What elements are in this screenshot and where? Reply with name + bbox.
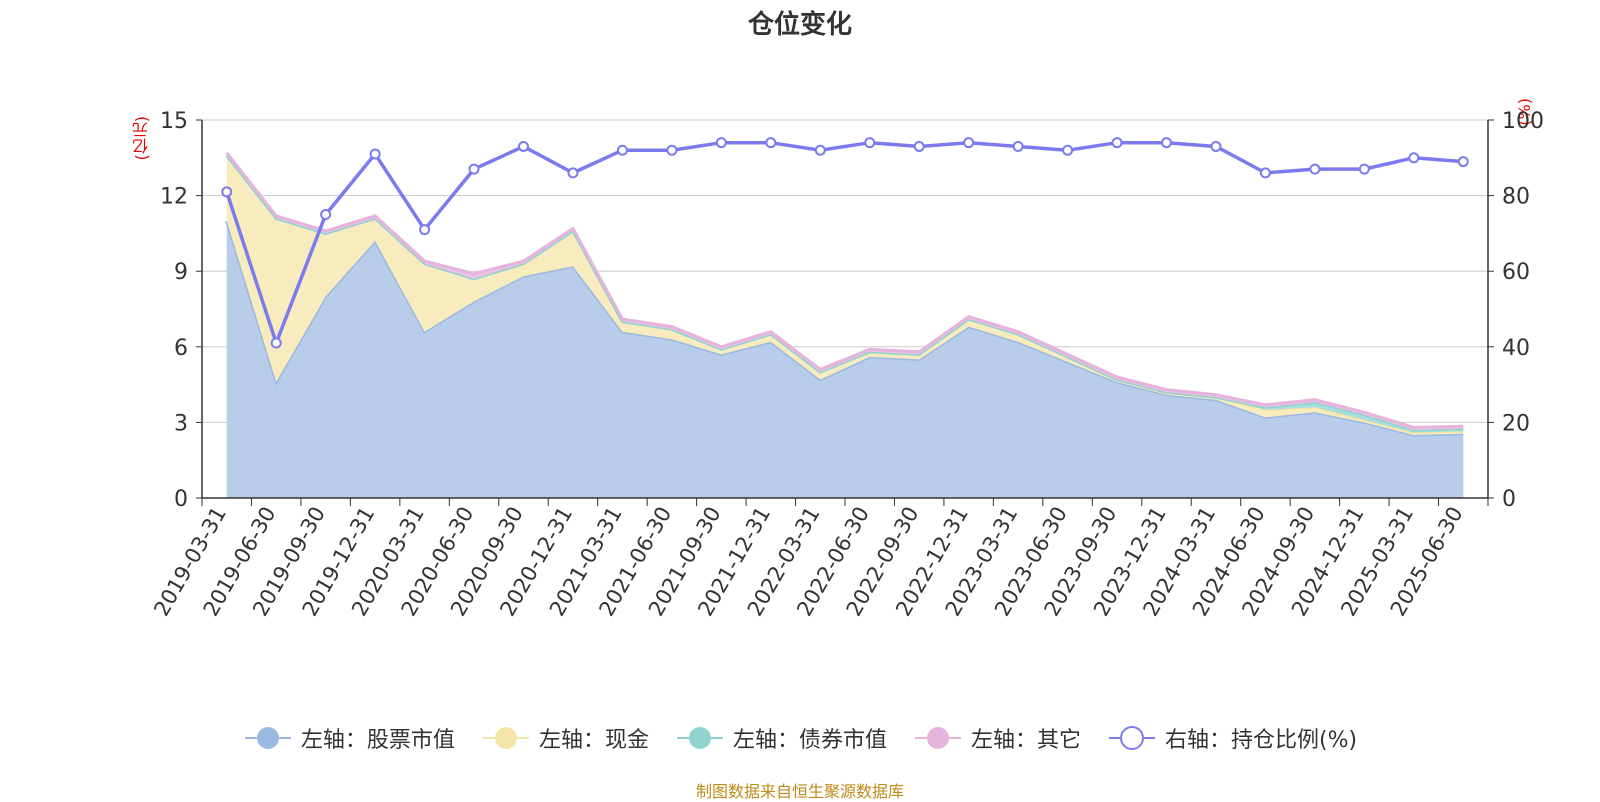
left-tick-label: 15 bbox=[160, 109, 188, 134]
position-ratio-point bbox=[1358, 163, 1370, 175]
right-tick-label: 40 bbox=[1502, 336, 1530, 361]
position-ratio-point bbox=[567, 167, 579, 179]
legend-line-dot-icon bbox=[914, 727, 961, 749]
left-tick-label: 0 bbox=[174, 487, 188, 512]
data-source-note: 制图数据来自恒生聚源数据库 bbox=[695, 782, 904, 801]
right-tick-label: 60 bbox=[1502, 260, 1530, 285]
area-左轴：现金 bbox=[226, 155, 1464, 436]
legend-label: 左轴：债券市值 bbox=[732, 728, 887, 753]
position-ratio-point bbox=[666, 144, 678, 156]
position-ratio-point bbox=[1210, 140, 1222, 152]
left-tick-label: 6 bbox=[174, 336, 188, 361]
position-ratio-point bbox=[468, 163, 480, 175]
chart-title: 仓位变化 bbox=[747, 10, 852, 40]
position-ratio-point bbox=[270, 337, 282, 349]
right-tick-label: 80 bbox=[1502, 185, 1530, 210]
position-ratio-point bbox=[864, 137, 876, 149]
position-ratio-point bbox=[1111, 137, 1123, 149]
left-tick-label: 3 bbox=[174, 411, 188, 436]
position-ratio-point bbox=[1309, 163, 1321, 175]
position-ratio-point bbox=[814, 144, 826, 156]
position-ratio-point bbox=[518, 140, 529, 152]
legend-line-dot-icon bbox=[676, 727, 723, 749]
position-ratio-point bbox=[369, 148, 381, 160]
right-tick-label: 100 bbox=[1502, 109, 1544, 134]
position-ratio-point bbox=[320, 209, 332, 220]
legend-item[interactable]: 左轴：股票市值 bbox=[243, 722, 455, 754]
legend-item[interactable]: 左轴：债券市值 bbox=[675, 722, 887, 754]
legend-line-circle-icon bbox=[1108, 726, 1155, 750]
right-tick-label: 20 bbox=[1502, 411, 1530, 436]
legend-item[interactable]: 右轴：持仓比例(%) bbox=[1107, 722, 1357, 754]
position-ratio-point bbox=[913, 140, 925, 152]
chart-legend: 左轴：股票市值 左轴：现金 左轴：债券市值 左轴：其它 右轴：持仓比例(%) bbox=[0, 722, 1600, 754]
right-tick-label: 0 bbox=[1502, 487, 1516, 512]
position-ratio-point bbox=[1012, 140, 1024, 152]
legend-label: 左轴：现金 bbox=[538, 728, 649, 753]
area-line-左轴：其它 bbox=[225, 151, 1464, 429]
legend-item[interactable]: 左轴：其它 bbox=[913, 722, 1081, 754]
position-ratio-point bbox=[715, 137, 727, 149]
legend-line-dot-icon bbox=[482, 727, 529, 749]
position-ratio-point bbox=[1062, 144, 1074, 156]
left-tick-label: 12 bbox=[160, 185, 188, 210]
left-tick-label: 9 bbox=[174, 260, 188, 285]
position-ratio-point bbox=[221, 186, 233, 198]
area-左轴：股票市值 bbox=[226, 220, 1464, 499]
position-ratio-point bbox=[616, 144, 628, 156]
position-ratio-point bbox=[419, 224, 431, 236]
legend-line-dot-icon bbox=[244, 727, 291, 749]
legend-item[interactable]: 左轴：现金 bbox=[481, 722, 649, 754]
position-ratio-point bbox=[1457, 156, 1469, 168]
position-ratio-point bbox=[1259, 167, 1271, 179]
position-ratio-point bbox=[1161, 137, 1172, 149]
position-ratio-point bbox=[1408, 152, 1420, 164]
position-ratio-line bbox=[225, 140, 1464, 349]
legend-label: 右轴：持仓比例(%) bbox=[1164, 728, 1358, 753]
position-ratio-point bbox=[963, 137, 975, 149]
legend-label: 左轴：其它 bbox=[970, 728, 1081, 753]
position-ratio-point bbox=[765, 137, 777, 149]
legend-label: 左轴：股票市值 bbox=[300, 728, 455, 753]
